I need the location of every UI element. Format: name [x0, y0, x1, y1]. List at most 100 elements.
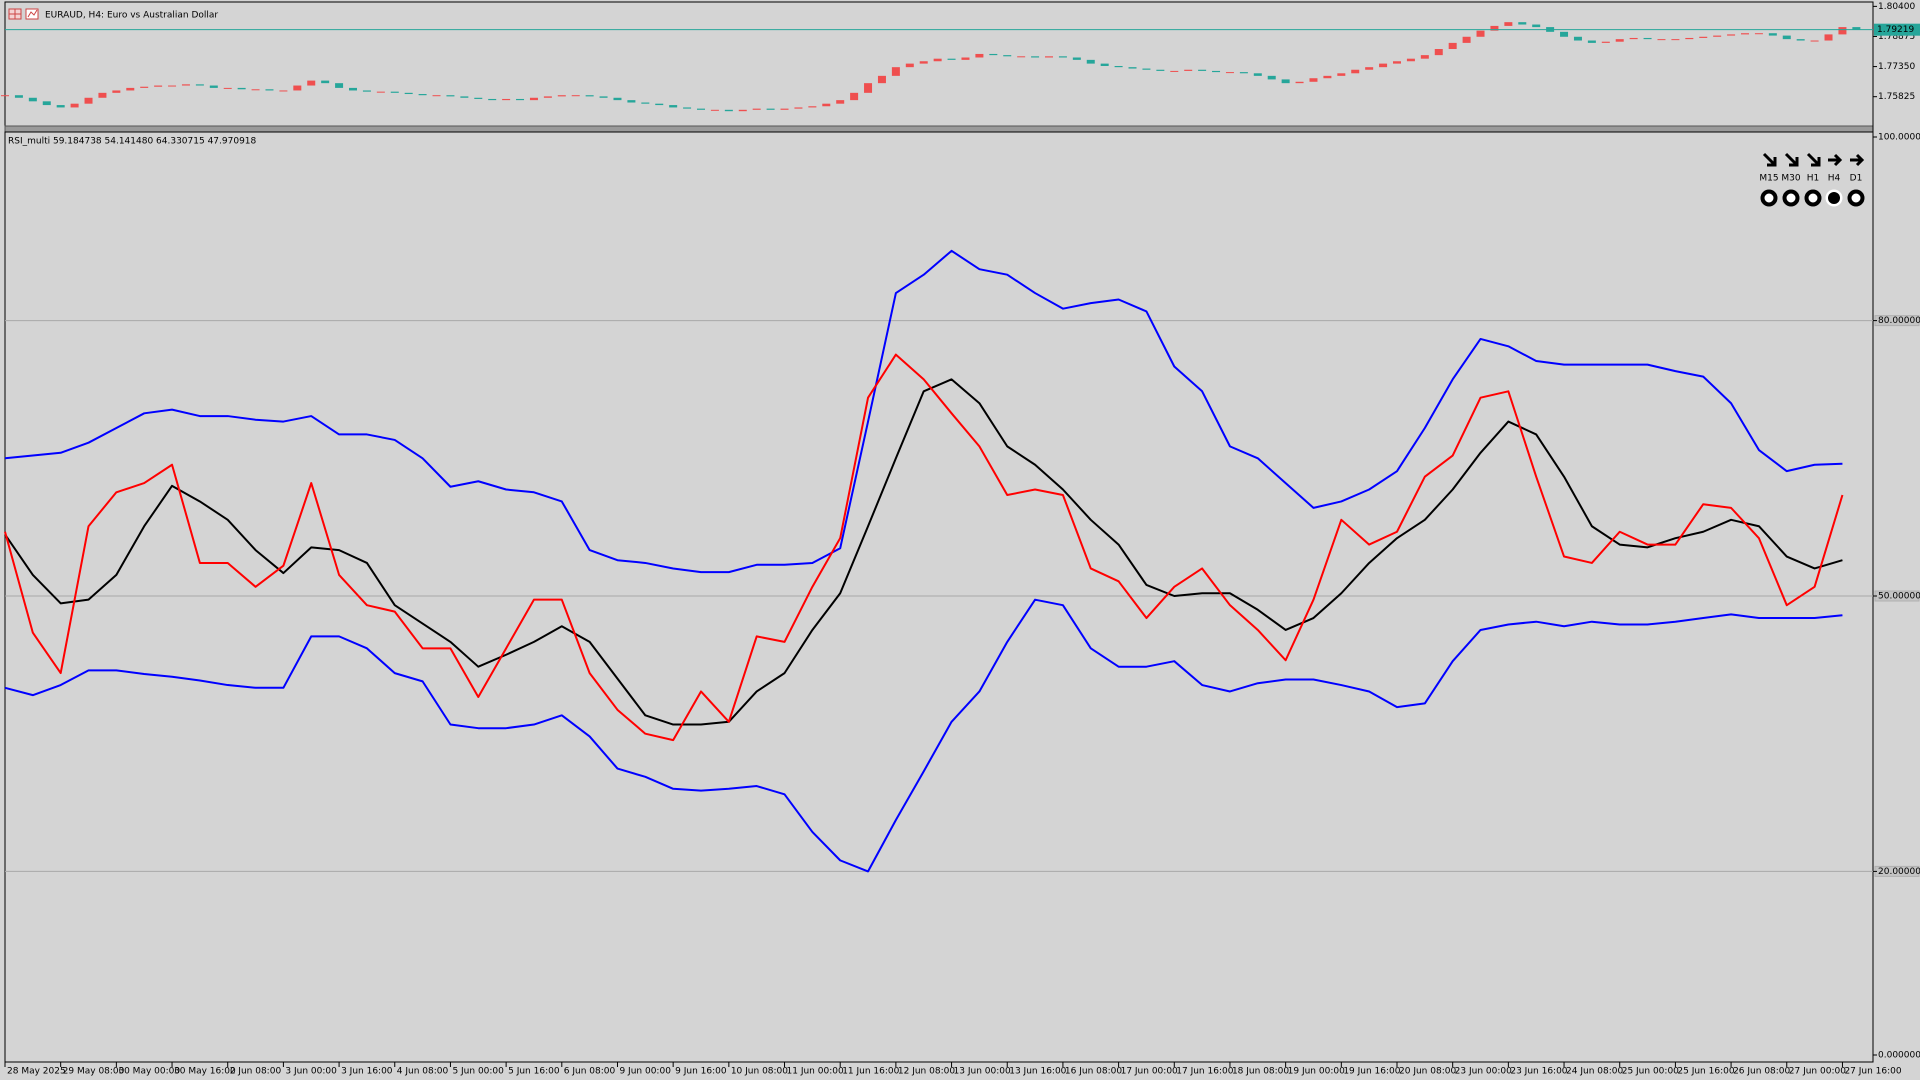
- x-tick-label: 17 Jun 00:00: [1121, 1067, 1178, 1077]
- candle-body: [613, 97, 622, 101]
- candle-body: [474, 97, 483, 99]
- candle-body: [1671, 39, 1680, 41]
- x-tick-label: 25 Jun 00:00: [1622, 1067, 1679, 1077]
- candle-body: [989, 53, 998, 56]
- candle-body: [1824, 34, 1833, 41]
- x-tick-label: 24 Jun 08:00: [1566, 1067, 1623, 1077]
- candle-body: [1476, 30, 1485, 37]
- x-tick-label: 16 Jun 08:00: [1065, 1067, 1122, 1077]
- x-tick-label: 30 May 16:00: [174, 1067, 236, 1077]
- candle-body: [933, 58, 942, 62]
- candle-body: [1462, 36, 1471, 43]
- candle-body: [1045, 56, 1053, 58]
- candle-body: [1072, 57, 1081, 60]
- price-panel-title: EURAUD, H4: Euro vs Australian Dollar: [45, 11, 218, 21]
- candle-body: [84, 97, 93, 104]
- candle-body: [655, 103, 664, 106]
- candle-body: [1128, 67, 1137, 69]
- candle-body: [126, 87, 135, 91]
- candle-body: [850, 92, 859, 101]
- candle-body: [585, 95, 594, 97]
- y-tick-label: 50.000000: [1878, 592, 1920, 602]
- candle-body: [307, 80, 316, 86]
- candle-body: [905, 63, 914, 68]
- candle-body: [140, 86, 149, 88]
- x-tick-label: 27 Jun 16:00: [1844, 1067, 1901, 1077]
- candle-body: [543, 96, 552, 98]
- candle-body: [1406, 58, 1415, 62]
- candle-body: [154, 85, 163, 87]
- symbol-icons[interactable]: [8, 8, 39, 20]
- candle-body: [669, 105, 678, 108]
- candle-body: [1796, 39, 1805, 41]
- candle-body: [780, 108, 789, 110]
- candle-body: [265, 89, 274, 91]
- indicator-line: [4, 249, 1843, 574]
- x-tick-label: 26 Jun 08:00: [1733, 1067, 1790, 1077]
- candle-body: [376, 91, 385, 93]
- candle-body: [1253, 73, 1262, 76]
- candle-body: [1643, 37, 1652, 40]
- candle-body: [237, 87, 246, 90]
- candle-body: [488, 98, 497, 101]
- candle-body: [181, 84, 190, 86]
- chart-icon[interactable]: [25, 8, 39, 20]
- candle-body: [42, 101, 51, 106]
- candle-body: [1504, 22, 1513, 26]
- candle-body: [961, 57, 970, 60]
- x-tick-label: 18 Jun 08:00: [1232, 1067, 1289, 1077]
- candle-body: [460, 96, 469, 98]
- candle-body: [1629, 37, 1638, 40]
- candle-body: [529, 97, 538, 101]
- candle-body: [1420, 55, 1429, 59]
- candle-body: [1225, 72, 1234, 74]
- candle-body: [279, 90, 288, 92]
- candle-body: [683, 107, 692, 109]
- candle-body: [1532, 24, 1541, 28]
- x-tick-label: 4 Jun 08:00: [397, 1067, 449, 1077]
- candle-body: [1309, 78, 1318, 82]
- candle-body: [223, 87, 232, 89]
- candle-body: [752, 108, 761, 110]
- candle-body: [1017, 56, 1026, 58]
- candle-body: [1699, 36, 1708, 38]
- candle-body: [28, 97, 37, 102]
- candle-body: [641, 102, 650, 104]
- indicator-line: [4, 353, 1844, 742]
- timeframe-label: D1: [1850, 174, 1863, 184]
- candle-body: [1560, 31, 1569, 37]
- x-tick-label: 13 Jun 00:00: [954, 1067, 1011, 1077]
- x-tick-label: 19 Jun 00:00: [1288, 1067, 1345, 1077]
- status-ring: [1782, 189, 1800, 207]
- candle-body: [195, 84, 204, 86]
- arrow-down-right: [1784, 152, 1799, 167]
- candle-body: [975, 53, 984, 58]
- x-tick-label: 9 Jun 16:00: [675, 1067, 727, 1077]
- candle-body: [571, 95, 580, 97]
- icon-line: [27, 9, 38, 18]
- status-ring: [1760, 189, 1778, 207]
- candle-body: [1518, 22, 1527, 25]
- candle-body: [70, 103, 79, 108]
- candle-body: [168, 85, 177, 87]
- candle-body: [1657, 39, 1666, 41]
- y-tick-label: 80.000000: [1878, 316, 1920, 326]
- candle-body: [1281, 79, 1290, 84]
- candle-body: [822, 103, 831, 107]
- x-tick-label: 13 Jun 16:00: [1009, 1067, 1066, 1077]
- candle-body: [1351, 69, 1360, 74]
- candle-body: [321, 80, 330, 84]
- y-tick-label: 1.77350: [1878, 62, 1915, 72]
- candle-body: [56, 105, 65, 108]
- candle-body: [209, 85, 218, 88]
- candle-body: [251, 89, 260, 91]
- candle-body: [1573, 36, 1582, 41]
- indicator-line: [4, 378, 1843, 726]
- candle-body: [1810, 40, 1819, 42]
- candle-body: [891, 67, 900, 76]
- y-tick-label: 20.000000: [1878, 867, 1920, 877]
- x-tick-label: 11 Jun 00:00: [787, 1067, 844, 1077]
- candle-body: [1295, 81, 1304, 84]
